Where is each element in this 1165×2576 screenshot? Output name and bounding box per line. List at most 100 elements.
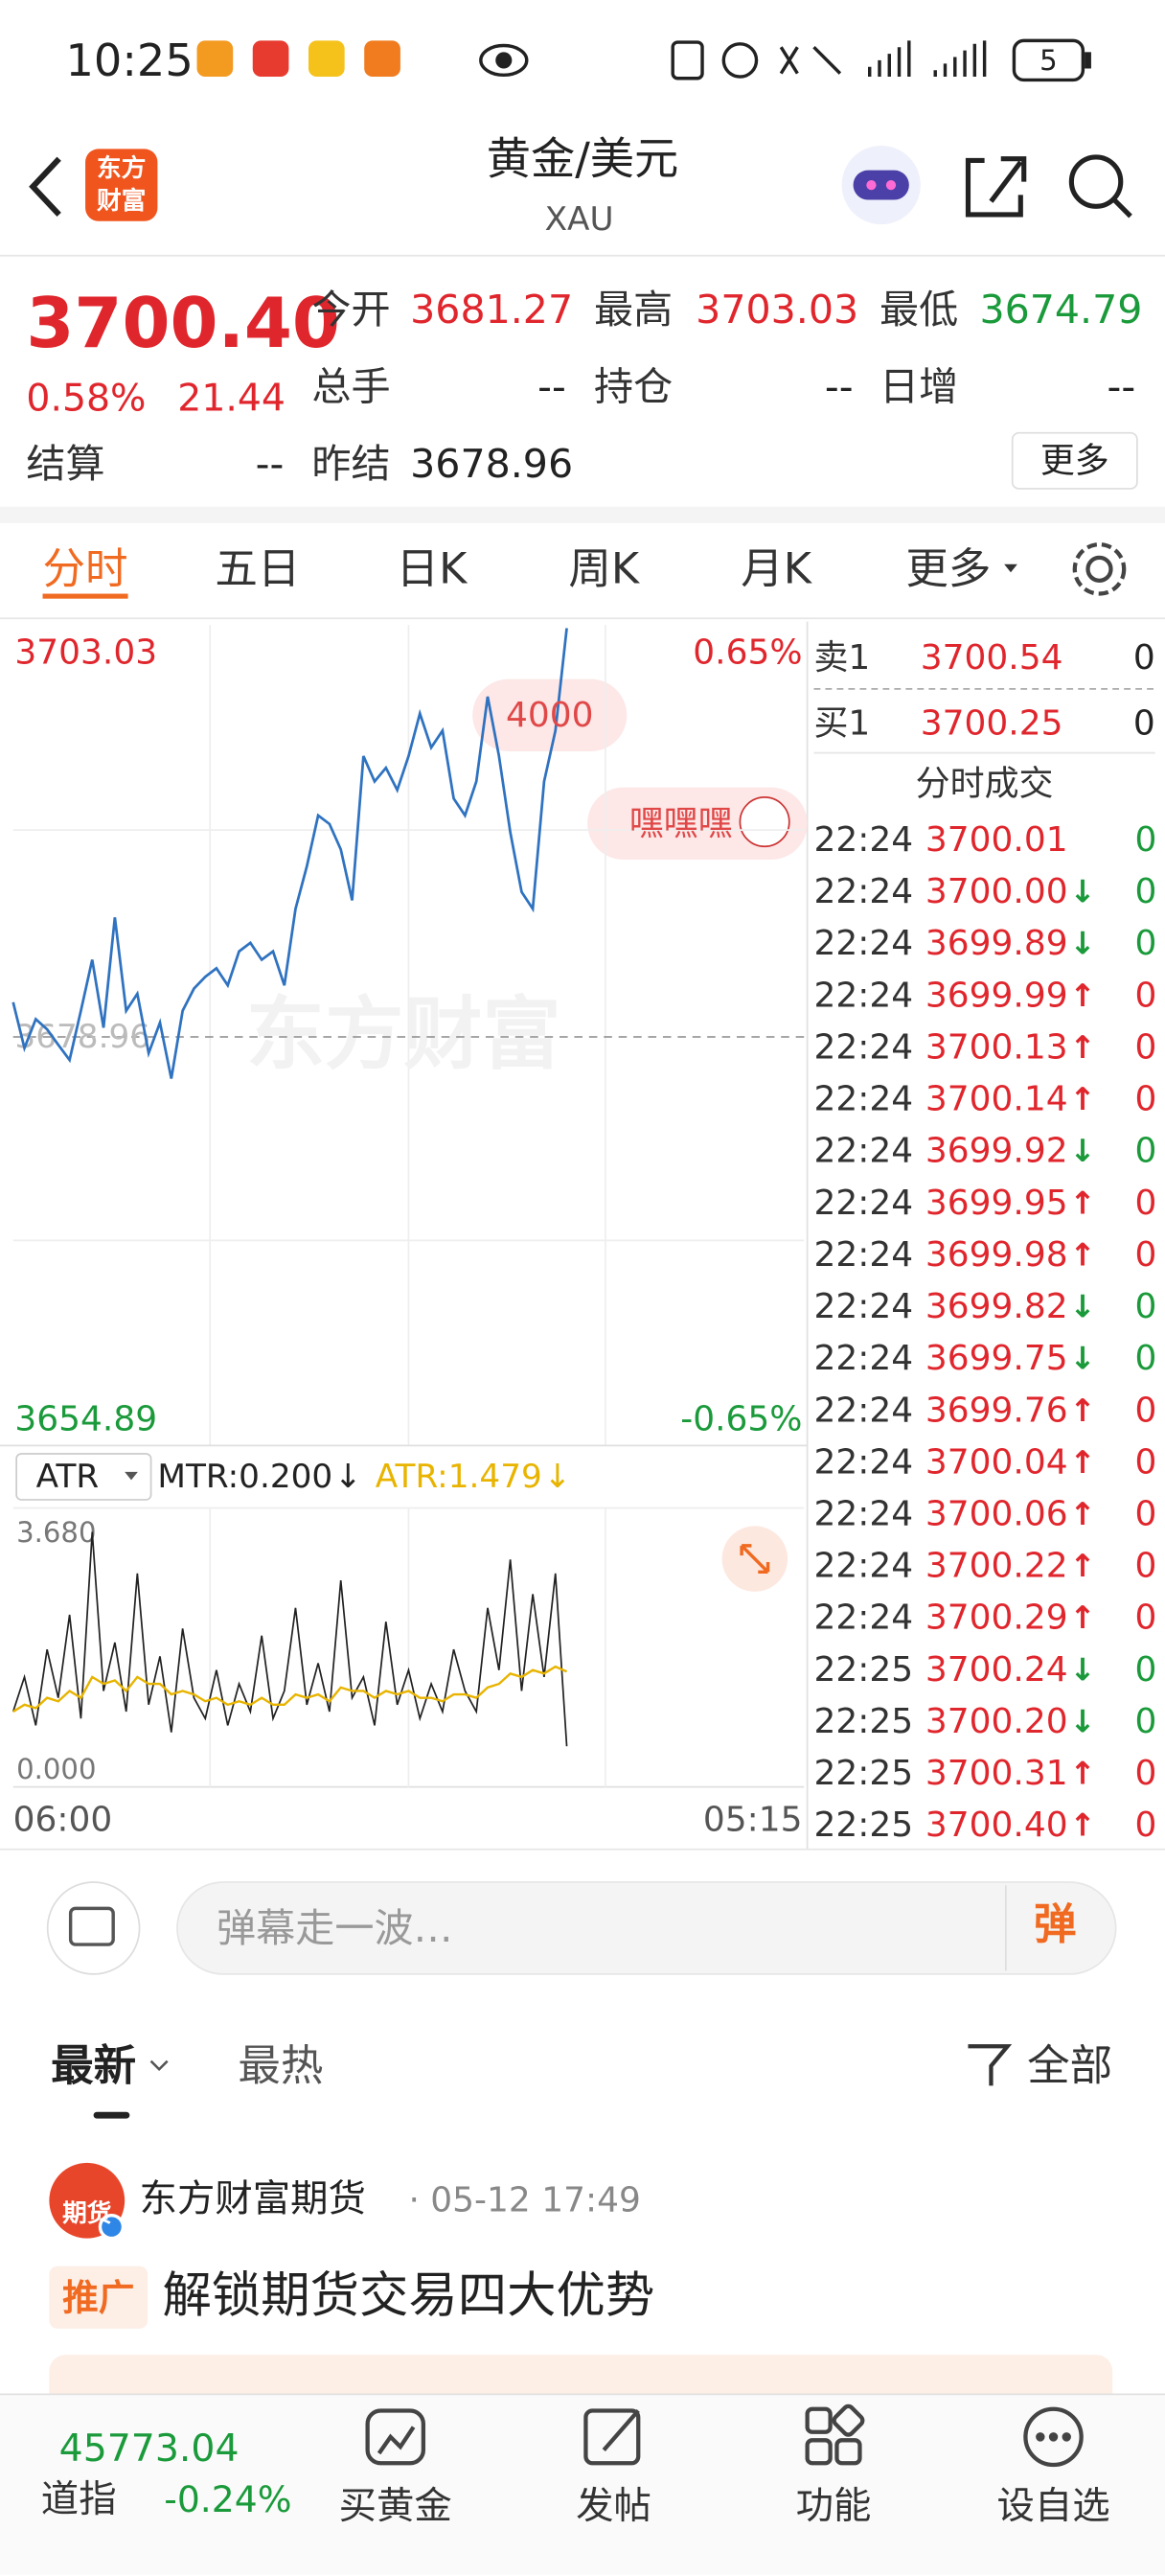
trade-time: 22:24 (813, 1391, 913, 1430)
trade-price: 3700.29 (925, 1598, 1068, 1638)
danmaku-send[interactable]: 弹 (1034, 1900, 1077, 1949)
trade-volume: 0 (1135, 1650, 1157, 1690)
danmaku-bubble (472, 678, 628, 751)
trade-volume: 0 (1135, 1287, 1157, 1326)
share-button[interactable] (965, 156, 1027, 218)
trade-price: 3699.99 (925, 976, 1068, 1015)
y-tick-label: 3678.96 (14, 1018, 150, 1056)
nav-item[interactable]: 设自选 (996, 2484, 1109, 2528)
trade-time: 22:24 (813, 1132, 913, 1171)
danmaku-toggle[interactable] (46, 1881, 141, 1975)
trade-time: 22:24 (813, 976, 913, 1015)
trade-direction: ↓ (1069, 1289, 1095, 1325)
feed-tab[interactable]: 最新 (51, 2041, 136, 2090)
comment-input[interactable] (176, 1881, 1117, 1975)
x-tick-label: 05:15 (703, 1800, 803, 1839)
trade-direction: ↓ (1069, 1703, 1095, 1739)
active-tab-indicator (42, 593, 128, 599)
comment-placeholder: 弹幕走一波… (217, 1905, 453, 1951)
y2-tick-label: 0.65% (693, 633, 802, 673)
back-button[interactable] (29, 156, 61, 217)
nav-item[interactable]: 买黄金 (339, 2484, 452, 2528)
trade-volume: 0 (1135, 924, 1157, 963)
trade-direction: ↑ (1069, 1029, 1095, 1066)
chart-tab[interactable]: 月K (741, 544, 813, 593)
sticker (739, 796, 790, 848)
field-value: 3678.96 (410, 441, 573, 487)
trade-price: 3700.06 (925, 1495, 1068, 1534)
trade-price: 3700.13 (925, 1027, 1068, 1067)
trade-direction: ↓ (1069, 926, 1095, 962)
y-tick-label: 3.680 (16, 1516, 96, 1549)
trade-price: 3699.82 (925, 1287, 1068, 1326)
chart-tab[interactable]: 更多 (905, 544, 991, 593)
settings-button[interactable] (1072, 542, 1127, 596)
chart-tab[interactable]: 五日 (215, 544, 300, 593)
indicator-select[interactable] (15, 1453, 152, 1501)
feed-filter[interactable]: 全部 (1027, 2041, 1112, 2090)
trade-price: 3700.04 (925, 1442, 1068, 1482)
trades-title: 分时成交 (916, 765, 1054, 804)
trade-price: 3700.40 (925, 1806, 1068, 1845)
field-label: 日增 (879, 364, 958, 410)
trade-time: 22:25 (813, 1806, 913, 1845)
post-title[interactable]: 解锁期货交易四大优势 (163, 2267, 655, 2325)
post-time: · 05-12 17:49 (408, 2181, 640, 2220)
trade-time: 22:25 (813, 1650, 913, 1690)
field-label: 结算 (26, 441, 104, 487)
trade-volume: 0 (1135, 820, 1157, 860)
danmaku-text: 嘿嘿嘿 (629, 804, 733, 843)
status-icons (196, 38, 1091, 82)
order-price: 3700.54 (921, 638, 1063, 678)
chart-tab[interactable]: 日K (397, 544, 469, 593)
search-button[interactable] (1068, 154, 1132, 218)
trade-direction: ↑ (1069, 1184, 1095, 1221)
y2-tick-label: -0.65% (680, 1400, 802, 1439)
trade-time: 22:24 (813, 820, 913, 860)
trade-direction: ↑ (1069, 978, 1095, 1014)
trade-volume: 0 (1135, 1495, 1157, 1534)
trade-time: 22:24 (813, 1547, 913, 1586)
trade-direction: ↓ (1069, 1651, 1095, 1688)
expand-icon (740, 1544, 770, 1575)
trade-volume: 0 (1135, 1702, 1157, 1741)
trade-time: 22:24 (813, 1442, 913, 1482)
chart-tab[interactable]: 分时 (43, 544, 128, 593)
filter-icon[interactable] (968, 2044, 1013, 2086)
trade-price: 3700.01 (925, 820, 1068, 860)
feed-tab[interactable]: 最热 (238, 2041, 323, 2090)
more-button-label[interactable]: 更多 (1040, 441, 1109, 480)
trade-direction: ↑ (1069, 1548, 1095, 1584)
indicator-line (12, 1665, 568, 1714)
trade-price: 3699.89 (925, 924, 1068, 963)
verified-badge (98, 2213, 126, 2241)
x-tick-label: 06:00 (13, 1800, 113, 1839)
change-percent: 0.58% (26, 377, 146, 421)
trade-direction: ↑ (1069, 1236, 1095, 1273)
indicator-name[interactable]: ATR (36, 1458, 99, 1496)
trade-time: 22:24 (813, 1339, 913, 1378)
price-line (11, 628, 568, 1079)
legend-arrow: ↓ (544, 1458, 572, 1496)
trade-price: 3700.31 (925, 1754, 1068, 1793)
nav-item[interactable]: 功能 (796, 2484, 872, 2528)
ai-assistant-button[interactable] (841, 145, 921, 225)
trade-volume: 0 (1135, 976, 1157, 1015)
trade-volume: 0 (1135, 1027, 1157, 1067)
trade-price: 3699.76 (925, 1391, 1068, 1430)
trade-volume: 0 (1135, 1547, 1157, 1586)
trade-volume: 0 (1135, 872, 1157, 911)
chart-tab[interactable]: 周K (568, 544, 641, 593)
trade-direction: ↓ (1069, 1341, 1095, 1377)
more-button[interactable] (1011, 431, 1138, 490)
nav-item[interactable]: 发帖 (576, 2484, 651, 2528)
trade-time: 22:24 (813, 1598, 913, 1638)
trade-price: 3699.92 (925, 1132, 1068, 1171)
trade-direction: ↑ (1069, 1599, 1095, 1636)
trade-price: 3699.95 (925, 1184, 1068, 1223)
legend-label: ATR:1.479 (376, 1458, 542, 1496)
trade-volume: 0 (1135, 1184, 1157, 1223)
trade-direction: ↑ (1069, 1081, 1095, 1117)
nav-icons (365, 2404, 1084, 2468)
